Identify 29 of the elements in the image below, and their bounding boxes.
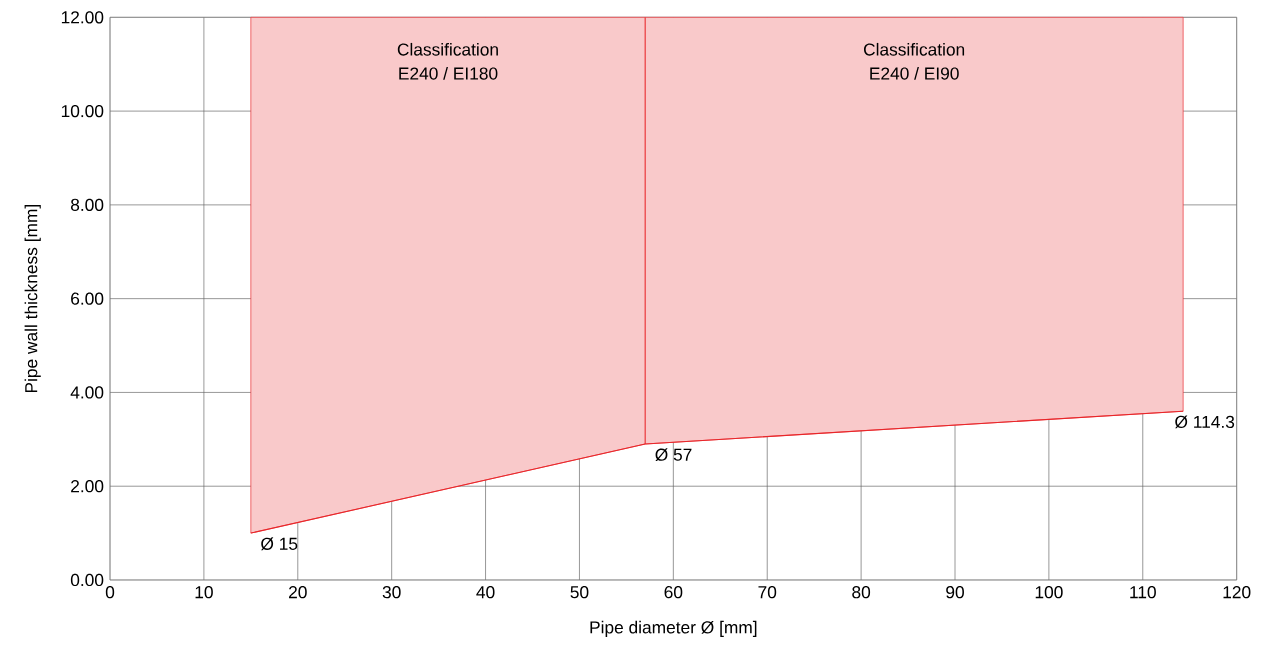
x-tick-label: 120 [1223,586,1251,599]
annotation: E240 / EI180 [399,66,498,80]
annotation: Classification [863,42,965,56]
x-tick-label: 40 [476,586,495,599]
x-tick-label: 50 [570,586,589,599]
annotation: Classification [397,42,498,56]
x-tick-label: 110 [1130,586,1156,599]
y-tick-label: 0.00 [70,573,104,587]
x-tick-label: 60 [664,586,683,599]
x-tick-label: 30 [382,586,401,599]
annotation: Ø 114.3 [1175,415,1235,429]
x-tick-label: 0 [105,586,115,599]
x-axis-title: Pipe diameter Ø [mm] [590,620,757,637]
x-tick-label: 10 [195,586,213,599]
y-tick-label: 10.00 [61,104,104,118]
annotation: Ø 15 [261,537,298,551]
x-tick-label: 90 [946,586,964,599]
y-tick-label: 4.00 [70,386,104,399]
y-tick-label: 8.00 [70,198,104,212]
x-tick-label: 20 [289,586,307,599]
y-tick-label: 6.00 [71,292,104,305]
x-tick-label: 80 [852,586,871,599]
y-tick-label: 2.00 [71,480,104,493]
y-tick-label: 12.00 [61,11,104,24]
y-axis-title: Pipe wall thickness [mm] [24,205,41,393]
x-tick-label: 100 [1035,586,1063,599]
x-tick-label: 70 [758,586,777,599]
annotation: Ø 57 [655,448,692,462]
annotation: E240 / EI90 [870,66,959,80]
